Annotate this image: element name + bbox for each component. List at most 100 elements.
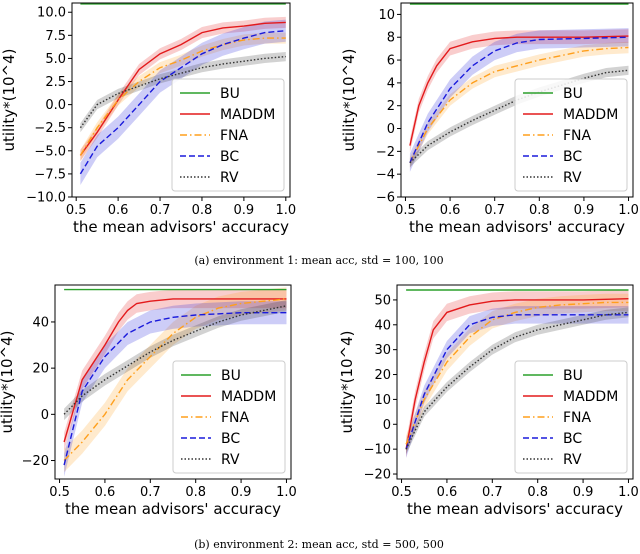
legend-label-bu: BU xyxy=(220,86,240,102)
y-axis-label: utility*(10^4) xyxy=(0,48,18,151)
legend: BU MADDM FNA BC RV xyxy=(172,360,286,474)
y-tick-label: 6 xyxy=(387,54,395,69)
series-maddm xyxy=(63,298,287,443)
series-bc xyxy=(409,36,629,164)
band-maddm xyxy=(409,29,629,153)
series-fna xyxy=(63,298,287,461)
y-tick-label: 0 xyxy=(387,122,395,137)
x-tick-label: 0.5 xyxy=(391,485,412,500)
legend-label-fna: FNA xyxy=(563,128,592,144)
legend: BU MADDM FNA BC RV xyxy=(514,360,628,474)
y-tick-label: 7.5 xyxy=(45,29,66,44)
band-bc xyxy=(406,306,629,458)
legend-label-fna: FNA xyxy=(563,410,592,426)
series-maddm xyxy=(409,35,629,146)
x-axis-label: the mean advisors' accuracy xyxy=(409,218,625,236)
legend-label-fna: FNA xyxy=(221,410,250,426)
x-tick-label: 0.7 xyxy=(482,485,503,500)
series-rv xyxy=(79,55,286,129)
y-tick-label: −4 xyxy=(376,168,395,183)
chart-env1-std100-left: 0.5 0.6 0.7 0.8 0.9 1.0 −10.0 −7.5 −5.0 −2.5 0.0 2.… xyxy=(0,2,296,236)
x-axis-label: the mean advisors' accuracy xyxy=(73,218,289,236)
legend-label-bu: BU xyxy=(563,86,583,102)
series-rv xyxy=(405,311,629,450)
x-tick-label: 0.5 xyxy=(49,485,70,500)
y-tick-label: 40 xyxy=(32,315,49,330)
legend-label-rv: RV xyxy=(563,170,582,186)
x-tick-label: 0.6 xyxy=(440,203,461,218)
x-tick-label: 0.5 xyxy=(66,203,87,218)
legend-box xyxy=(514,360,628,474)
series-bc xyxy=(79,30,286,175)
band-maddm xyxy=(80,16,286,162)
y-tick-label: 20 xyxy=(32,362,49,377)
y-tick-label: 5.0 xyxy=(45,52,66,67)
legend-label-maddm: MADDM xyxy=(221,389,276,405)
y-tick-label: 10 xyxy=(374,393,391,408)
y-axis-label: utility*(10^4) xyxy=(338,330,356,433)
x-tick-label: 0.7 xyxy=(150,203,171,218)
x-tick-label: 0.5 xyxy=(395,203,416,218)
band-bc xyxy=(64,301,287,477)
x-tick-label: 0.8 xyxy=(527,485,548,500)
y-tick-label: −20 xyxy=(22,454,49,469)
y-tick-label: 30 xyxy=(374,343,391,358)
band-fna xyxy=(64,287,287,473)
x-tick-label: 0.6 xyxy=(95,485,116,500)
legend-label-bu: BU xyxy=(563,368,583,384)
y-tick-label: 0 xyxy=(41,408,49,423)
legend-label-rv: RV xyxy=(563,452,582,468)
y-tick-label: 50 xyxy=(374,293,391,308)
plot-frame xyxy=(54,284,292,480)
series-maddm xyxy=(405,298,629,450)
series-fna xyxy=(405,301,629,445)
x-tick-label: 0.7 xyxy=(140,485,161,500)
x-tick-label: 0.6 xyxy=(437,485,458,500)
y-tick-label: −7.5 xyxy=(34,167,66,182)
x-tick-label: 0.8 xyxy=(529,203,550,218)
x-tick-label: 1.0 xyxy=(618,203,639,218)
series-rv xyxy=(409,69,629,164)
band-fna xyxy=(406,293,629,453)
y-tick-label: 4 xyxy=(387,76,395,91)
x-tick-label: 0.9 xyxy=(234,203,255,218)
legend-label-rv: RV xyxy=(221,452,240,468)
x-tick-label: 0.8 xyxy=(185,485,206,500)
x-axis-label: the mean advisors' accuracy xyxy=(407,500,623,518)
legend-label-fna: FNA xyxy=(220,128,249,144)
chart-env2-std500-right: 0.5 0.6 0.7 0.8 0.9 1.0 −20 −10 0 10 20 30 40 50 the m… xyxy=(338,284,639,518)
band-fna xyxy=(80,32,286,161)
legend: BU MADDM FNA BC RV xyxy=(171,78,285,192)
legend-box xyxy=(171,78,285,192)
x-tick-label: 1.0 xyxy=(275,203,296,218)
y-tick-label: 10 xyxy=(378,8,395,23)
band-rv xyxy=(409,65,629,168)
legend-label-bu: BU xyxy=(221,368,241,384)
x-tick-label: 0.9 xyxy=(574,203,595,218)
y-tick-label: −20 xyxy=(364,468,391,483)
plot-frame xyxy=(396,284,634,480)
plot-frame xyxy=(71,2,291,198)
x-tick-label: 0.9 xyxy=(231,485,252,500)
series-bc xyxy=(63,312,287,466)
y-tick-label: 0 xyxy=(383,418,391,433)
y-tick-label: −2.5 xyxy=(34,121,66,136)
y-tick-label: 10.0 xyxy=(37,6,66,21)
caption-a: (a) environment 1: mean acc, std = 100, … xyxy=(194,254,443,267)
x-tick-label: 1.0 xyxy=(276,485,297,500)
legend: BU MADDM FNA BC RV xyxy=(514,78,628,192)
x-tick-label: 0.8 xyxy=(192,203,213,218)
x-tick-label: 0.7 xyxy=(484,203,505,218)
band-fna xyxy=(409,41,629,169)
chart-env2-std500-left: 0.5 0.6 0.7 0.8 0.9 1.0 −20 0 20 40 the mean advis… xyxy=(0,284,297,518)
band-maddm xyxy=(406,290,629,458)
band-rv xyxy=(80,52,286,133)
band-bc xyxy=(409,28,629,172)
chart-env1-std100-right: 0.5 0.6 0.7 0.8 0.9 1.0 −6 −4 −2 0 2 4 6 8 10 the mean … xyxy=(340,2,639,236)
series-bc xyxy=(405,314,629,450)
y-tick-label: 40 xyxy=(374,318,391,333)
legend-box xyxy=(514,78,628,192)
plot-frame xyxy=(400,2,634,198)
legend-label-maddm: MADDM xyxy=(563,389,618,405)
